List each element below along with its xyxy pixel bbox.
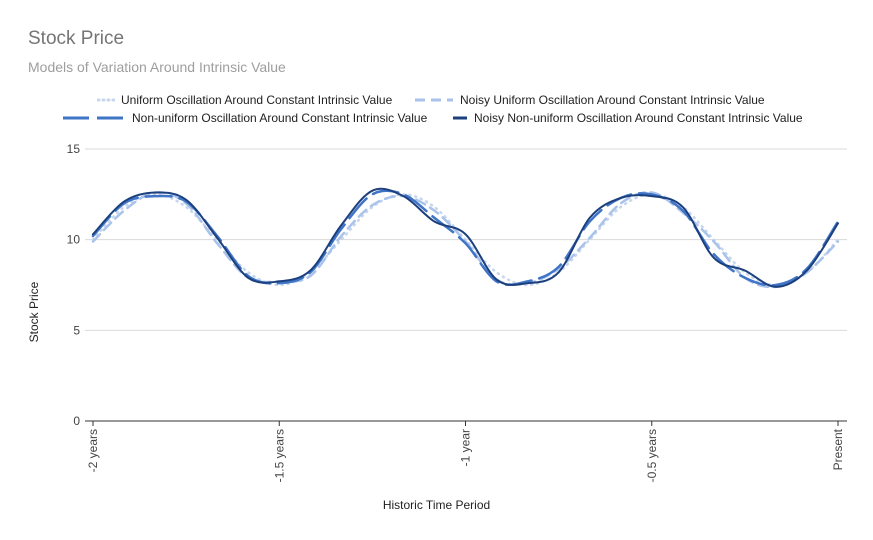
- legend-entry-noisy-uniform[interactable]: Noisy Uniform Oscillation Around Constan…: [414, 93, 765, 107]
- series-line-2[interactable]: [91, 190, 840, 289]
- legend-label-non-uniform: Non-uniform Oscillation Around Constant …: [132, 111, 428, 125]
- x-tick-label: -1 year: [459, 429, 473, 466]
- y-tick-label: 15: [67, 142, 81, 156]
- y-tick-label: 10: [67, 233, 81, 247]
- legend-label-noisy-uniform: Noisy Uniform Oscillation Around Constan…: [460, 93, 765, 107]
- x-tick-label: Present: [831, 428, 845, 470]
- x-axis-label: Historic Time Period: [382, 498, 491, 512]
- legend-entry-uniform[interactable]: Uniform Oscillation Around Constant Intr…: [97, 93, 392, 107]
- x-tick-label: -0.5 years: [645, 429, 659, 482]
- legend-swatch-noisy-non-uniform: [453, 116, 467, 120]
- series-line-4[interactable]: [92, 187, 839, 288]
- legend-swatch-non-uniform: [63, 116, 125, 120]
- series-line-3[interactable]: [91, 189, 840, 287]
- y-tick-label: 5: [73, 323, 80, 337]
- legend-swatch-noisy-uniform: [415, 98, 453, 102]
- series-line-1[interactable]: [91, 193, 840, 287]
- legend-entry-noisy-non-uniform[interactable]: Noisy Non-uniform Oscillation Around Con…: [452, 111, 803, 125]
- chart-title: Stock Price: [28, 28, 125, 49]
- legend-entry-non-uniform[interactable]: Non-uniform Oscillation Around Constant …: [62, 111, 427, 125]
- x-tick-label: -2 years: [86, 429, 100, 472]
- legend-label-noisy-non-uniform: Noisy Non-uniform Oscillation Around Con…: [474, 111, 803, 125]
- y-tick-label: 0: [73, 414, 80, 428]
- x-tick-label: -1.5 years: [272, 429, 286, 482]
- legend-label-uniform: Uniform Oscillation Around Constant Intr…: [121, 93, 393, 107]
- chart-subtitle: Models of Variation Around Intrinsic Val…: [28, 59, 286, 75]
